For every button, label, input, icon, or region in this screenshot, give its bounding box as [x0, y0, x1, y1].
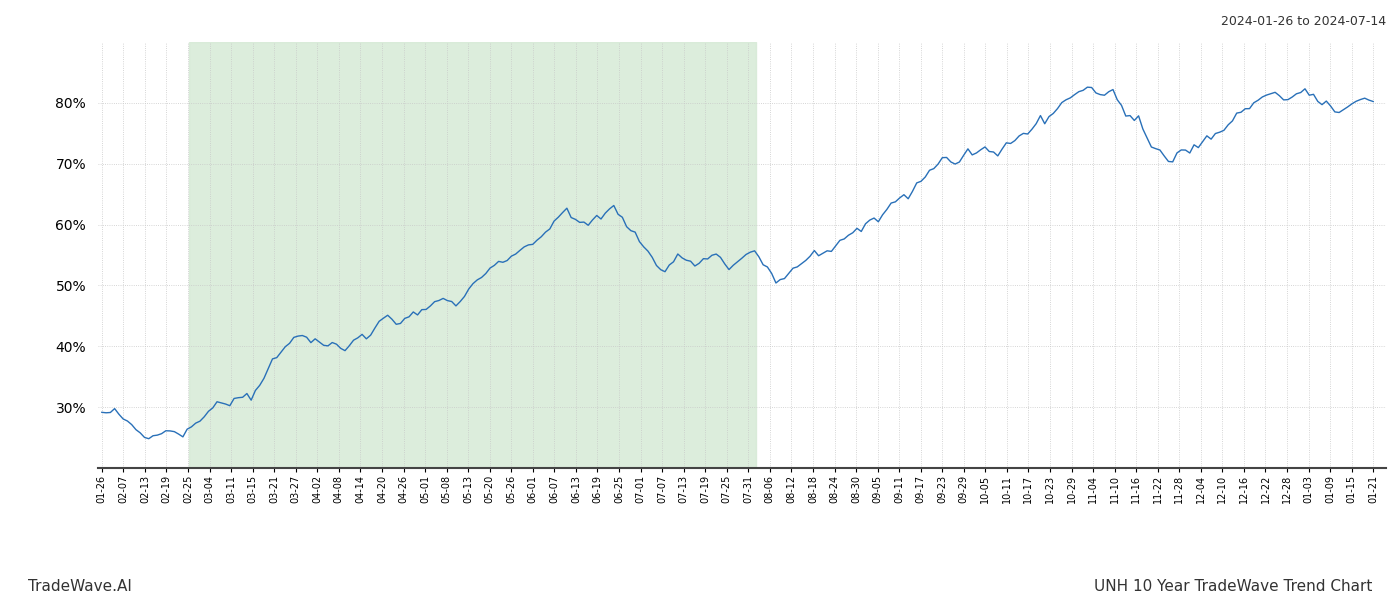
- Text: TradeWave.AI: TradeWave.AI: [28, 579, 132, 594]
- Bar: [189, 42, 756, 468]
- Text: 2024-01-26 to 2024-07-14: 2024-01-26 to 2024-07-14: [1221, 15, 1386, 28]
- Text: UNH 10 Year TradeWave Trend Chart: UNH 10 Year TradeWave Trend Chart: [1093, 579, 1372, 594]
